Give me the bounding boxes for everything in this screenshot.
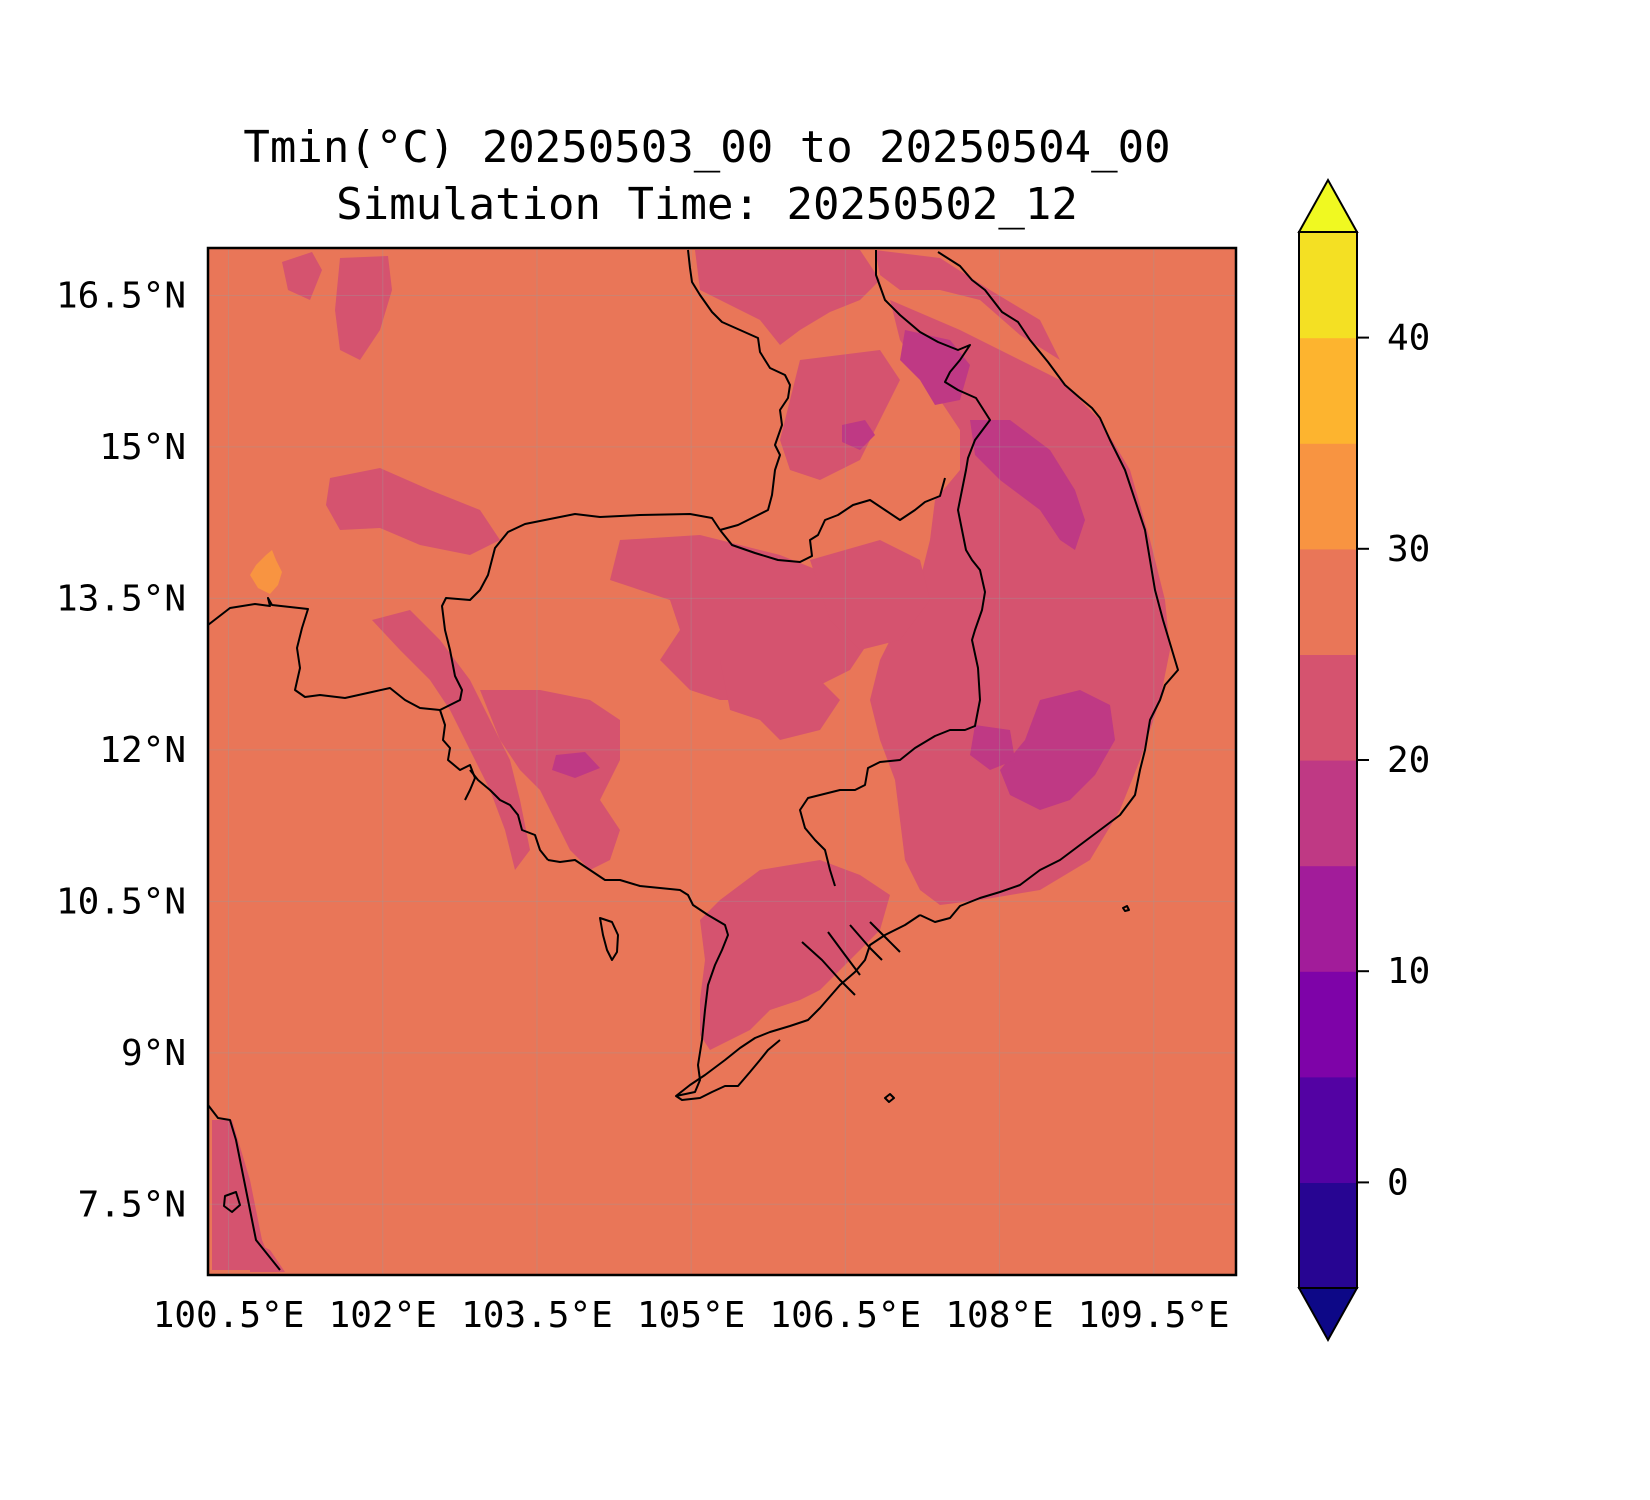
colorbar-level-35-40 bbox=[1299, 337, 1357, 444]
colorbar-level--5-0 bbox=[1299, 1182, 1357, 1289]
contour-30-35 bbox=[250, 550, 282, 594]
colorbar-level-25-30 bbox=[1299, 548, 1357, 655]
colorbar-tick-label: 0 bbox=[1387, 1162, 1409, 1203]
coastlines-and-borders bbox=[208, 249, 1179, 1271]
lat-tick-label: 15°N bbox=[99, 427, 186, 468]
offshore-islet bbox=[1122, 905, 1130, 912]
map-gridlines bbox=[208, 248, 1236, 1275]
colorbar-tick-label: 30 bbox=[1387, 529, 1430, 570]
malay-peninsula-coast bbox=[208, 1104, 281, 1271]
mekong-delta-west-coast bbox=[547, 859, 729, 1097]
colorbar-under-arrow bbox=[1297, 1287, 1359, 1343]
cambodia-laos-border bbox=[687, 249, 791, 531]
colorbar-level-40-45 bbox=[1299, 232, 1357, 339]
lon-tick-label: 100.5°E bbox=[153, 1295, 305, 1336]
lat-tick-label: 10.5°N bbox=[56, 881, 186, 922]
vietnam-east-coast bbox=[919, 251, 1179, 923]
mekong-delta-coast bbox=[675, 914, 921, 1101]
cambodia-coast bbox=[469, 769, 549, 861]
colorbar-level-20-25 bbox=[1299, 654, 1357, 761]
colorbar-level-15-20 bbox=[1299, 760, 1357, 867]
laos-vietnam-border bbox=[799, 250, 991, 887]
cambodia-vietnam-border bbox=[719, 477, 946, 563]
lat-tick-label: 7.5°N bbox=[78, 1184, 186, 1225]
lon-tick-label: 106.5°E bbox=[770, 1295, 922, 1336]
colorbar-level-5-10 bbox=[1299, 971, 1357, 1078]
colorbar-over-arrow bbox=[1297, 177, 1359, 233]
longitude-tick-labels: 100.5°E 102°E 103.5°E 105°E 106.5°E 108°E 109.… bbox=[153, 1295, 1230, 1336]
latitude-tick-labels: 16.5°N 15°N 13.5°N 12°N 10.5°N 9°N 7.5°N bbox=[56, 275, 186, 1225]
colorbar-level-10-15 bbox=[1299, 865, 1357, 972]
cambodia-thailand-border bbox=[439, 513, 721, 711]
phu-quoc-island bbox=[599, 917, 619, 961]
lon-tick-label: 105°E bbox=[637, 1295, 745, 1336]
lon-tick-label: 102°E bbox=[329, 1295, 437, 1336]
lat-tick-label: 9°N bbox=[121, 1033, 186, 1074]
lat-tick-label: 12°N bbox=[99, 730, 186, 771]
samui-island bbox=[223, 1191, 241, 1213]
contour-20-25 bbox=[212, 250, 1170, 1272]
lon-tick-label: 108°E bbox=[945, 1295, 1053, 1336]
con-dao-island bbox=[884, 1093, 895, 1103]
lat-tick-label: 16.5°N bbox=[56, 275, 186, 316]
lon-tick-label: 103.5°E bbox=[461, 1295, 613, 1336]
lon-tick-label: 109.5°E bbox=[1078, 1295, 1230, 1336]
mekong-river-mouths bbox=[801, 921, 901, 996]
colorbar-tick-label: 20 bbox=[1387, 740, 1430, 781]
colorbar: 0 10 20 30 40 bbox=[1297, 177, 1430, 1343]
thailand-gulf-coast bbox=[439, 709, 476, 801]
lat-tick-label: 13.5°N bbox=[56, 578, 186, 619]
colorbar-tick-label: 40 bbox=[1387, 318, 1430, 359]
map-title: Tmin(°C) 20250503_00 to 20250504_00 bbox=[243, 122, 1170, 173]
map-plot-area bbox=[208, 248, 1236, 1275]
colorbar-tick-label: 10 bbox=[1387, 951, 1430, 992]
colorbar-level-30-35 bbox=[1299, 443, 1357, 550]
colorbar-level-0-5 bbox=[1299, 1076, 1357, 1183]
map-frame bbox=[206, 246, 1238, 1277]
map-subtitle: Simulation Time: 20250502_12 bbox=[336, 179, 1078, 230]
thailand-east-border bbox=[208, 597, 441, 711]
